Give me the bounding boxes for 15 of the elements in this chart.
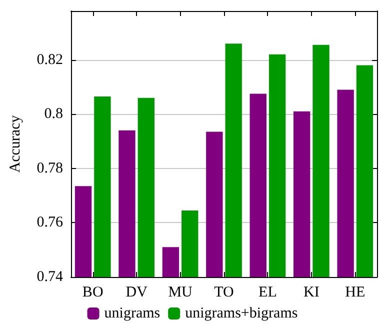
legend-label: unigrams+bigrams — [185, 306, 298, 322]
x-tick-label: DV — [126, 284, 148, 300]
x-tick-label: MU — [168, 284, 193, 300]
x-tick-label: BO — [82, 284, 104, 300]
y-tick-label: 0.76 — [36, 214, 64, 231]
y-tick-label: 0.74 — [36, 269, 64, 285]
y-tick-label: 0.78 — [36, 160, 63, 176]
y-axis-title: Accuracy — [8, 114, 24, 173]
x-tick-label: KI — [304, 284, 320, 300]
legend-label: unigrams — [104, 306, 160, 322]
y-tick-label: 0.82 — [36, 52, 63, 68]
x-tick-label: TO — [214, 284, 234, 300]
x-tick-label: EL — [258, 284, 277, 300]
y-tick-label: 0.8 — [44, 106, 63, 122]
x-tick-label: HE — [345, 284, 366, 300]
